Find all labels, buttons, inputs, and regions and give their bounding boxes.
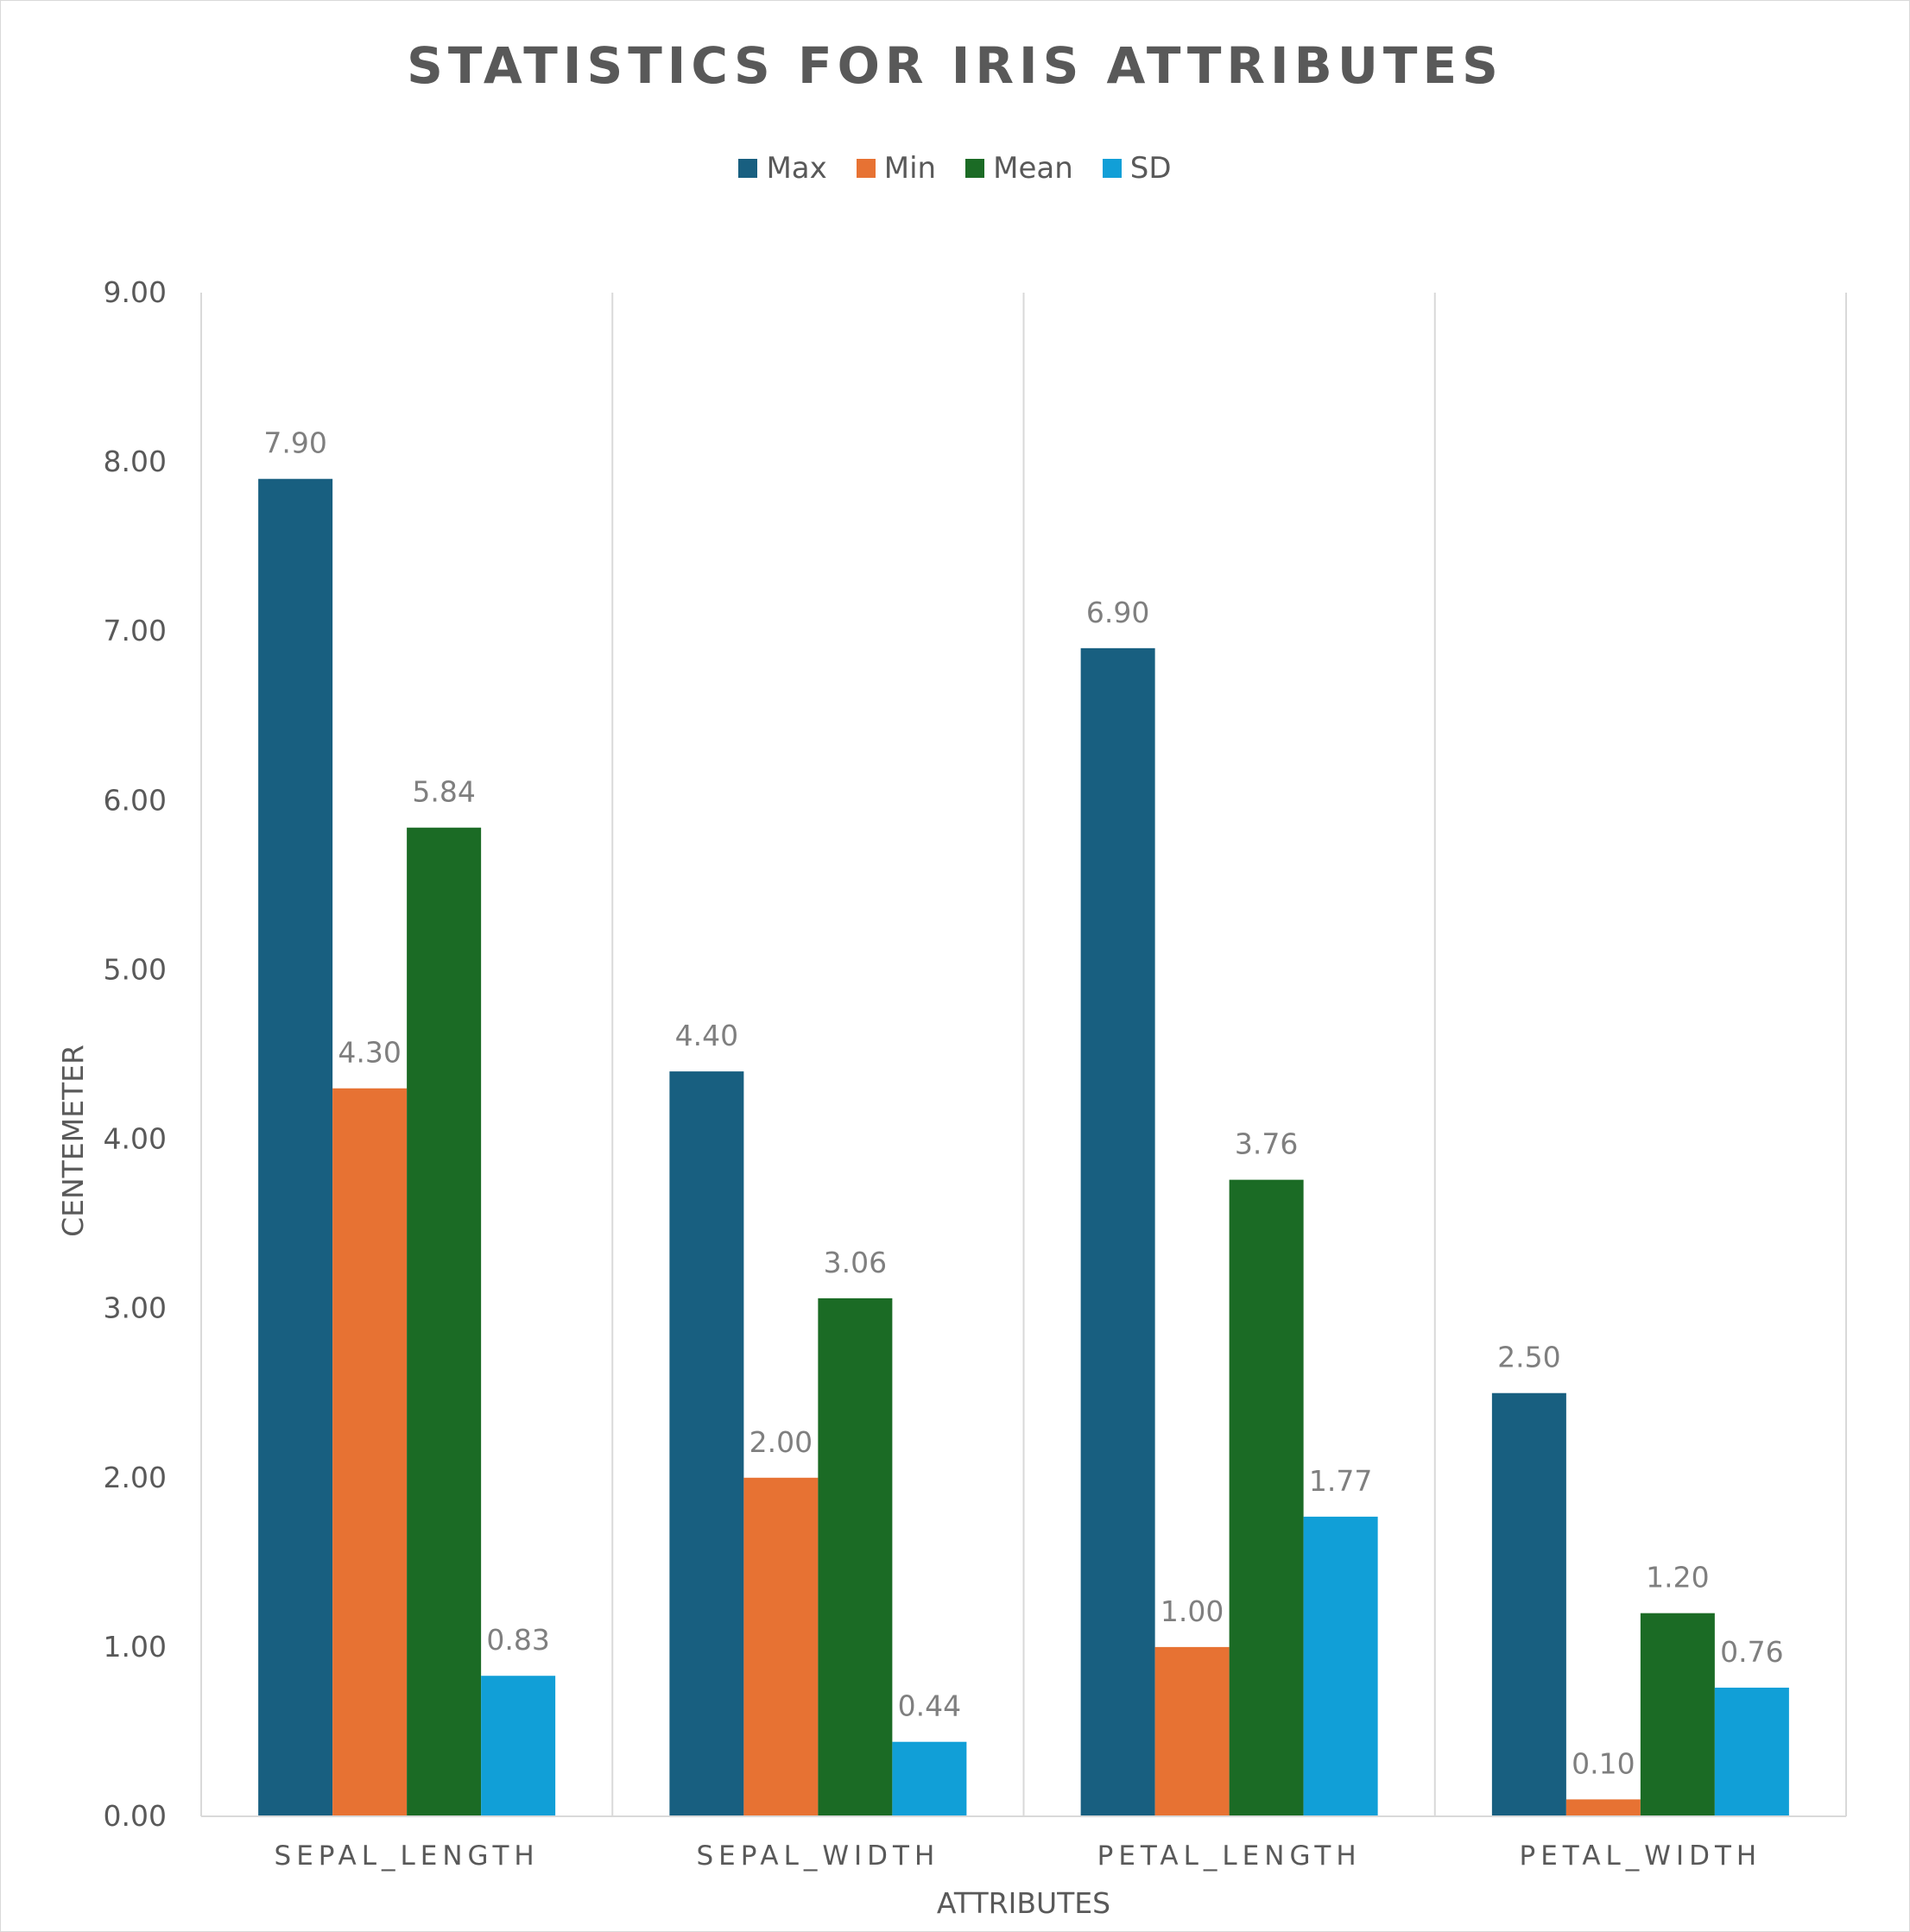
x-category-label-sepal_width: SEPAL_WIDTH (696, 1840, 939, 1872)
bar-min-sepal_length (332, 1088, 408, 1816)
data-labels: 7.90 4.30 5.84 0.83 4.40 2.00 3.06 0.44 6.90 1.00… (263, 426, 1783, 1781)
data-label-min-petal_length: 1.00 (1161, 1594, 1224, 1628)
bar-sd-petal_width (1714, 1687, 1789, 1816)
y-tick-label-5: 5.00 (104, 952, 167, 986)
y-tick-label-0: 0.00 (104, 1799, 167, 1833)
y-tick-label-2: 2.00 (104, 1461, 167, 1494)
chart-title: STATISTICS FOR IRIS ATTRIBUTES (407, 36, 1503, 95)
bar-max-sepal_width (669, 1071, 744, 1816)
bar-mean-petal_length (1229, 1179, 1304, 1816)
data-label-max-petal_length: 6.90 (1086, 596, 1149, 629)
legend-item-max: Max (738, 151, 827, 186)
legend-swatch-min (856, 159, 876, 178)
data-label-min-sepal_width: 2.00 (749, 1425, 813, 1459)
data-label-mean-sepal_length: 5.84 (412, 775, 475, 809)
legend-item-sd: SD (1102, 151, 1172, 186)
legend-label-mean: Mean (993, 151, 1073, 186)
chart-legend: Max Min Mean SD (0, 151, 1910, 186)
bar-max-sepal_length (258, 478, 333, 1817)
bar-min-sepal_width (743, 1477, 819, 1816)
data-label-mean-petal_width: 1.20 (1646, 1561, 1709, 1594)
x-category-label-sepal_length: SEPAL_LENGTH (275, 1840, 540, 1872)
y-tick-label-7: 7.00 (104, 614, 167, 647)
bar-min-petal_length (1154, 1646, 1230, 1816)
y-axis-tick-labels: 0.00 1.00 2.00 3.00 4.00 5.00 6.00 7.00 8.00 9.00 (104, 275, 167, 1833)
data-label-min-petal_width: 0.10 (1572, 1746, 1635, 1780)
data-label-sd-petal_width: 0.76 (1720, 1635, 1783, 1669)
y-tick-label-8: 8.00 (104, 445, 167, 478)
bar-sd-sepal_length (481, 1676, 556, 1816)
legend-label-max: Max (766, 151, 827, 186)
data-label-min-sepal_length: 4.30 (338, 1036, 401, 1070)
x-category-label-petal_width: PETAL_WIDTH (1520, 1840, 1762, 1872)
y-tick-label-4: 4.00 (104, 1122, 167, 1156)
bar-sd-petal_length (1303, 1516, 1378, 1816)
data-label-mean-sepal_width: 3.06 (824, 1246, 887, 1279)
data-label-max-sepal_width: 4.40 (675, 1019, 738, 1052)
data-label-max-sepal_length: 7.90 (263, 426, 326, 460)
legend-swatch-mean (965, 159, 985, 178)
x-axis-title: ATTRIBUTES (937, 1886, 1110, 1920)
bar-max-petal_length (1080, 647, 1155, 1817)
data-label-sd-sepal_width: 0.44 (898, 1689, 961, 1723)
category-gridlines (200, 293, 1847, 1816)
bar-mean-sepal_length (407, 827, 482, 1816)
legend-swatch-sd (1102, 159, 1122, 178)
bar-marks (258, 478, 1789, 1817)
data-label-max-petal_width: 2.50 (1497, 1341, 1560, 1374)
legend-swatch-max (738, 159, 758, 178)
x-axis-category-labels: SEPAL_LENGTH SEPAL_WIDTH PETAL_LENGTH PETAL… (275, 1840, 1762, 1872)
bar-sd-sepal_width (892, 1741, 967, 1816)
bar-max-petal_width (1491, 1392, 1566, 1816)
legend-item-min: Min (856, 151, 937, 186)
data-label-sd-sepal_length: 0.83 (486, 1623, 549, 1657)
legend-label-sd: SD (1129, 151, 1172, 186)
y-tick-label-9: 9.00 (104, 275, 167, 309)
legend-item-mean: Mean (965, 151, 1073, 186)
y-tick-label-3: 3.00 (104, 1291, 167, 1325)
x-category-label-petal_length: PETAL_LENGTH (1097, 1840, 1362, 1872)
bar-mean-petal_width (1640, 1613, 1715, 1816)
data-label-sd-petal_length: 1.77 (1309, 1464, 1372, 1498)
y-axis-title: CENTEMETER (56, 1045, 90, 1237)
data-label-mean-petal_length: 3.76 (1235, 1127, 1298, 1161)
y-tick-label-1: 1.00 (104, 1630, 167, 1664)
bar-min-petal_width (1565, 1799, 1641, 1816)
legend-label-min: Min (883, 151, 937, 186)
bar-mean-sepal_width (818, 1297, 893, 1816)
y-tick-label-6: 6.00 (104, 783, 167, 817)
